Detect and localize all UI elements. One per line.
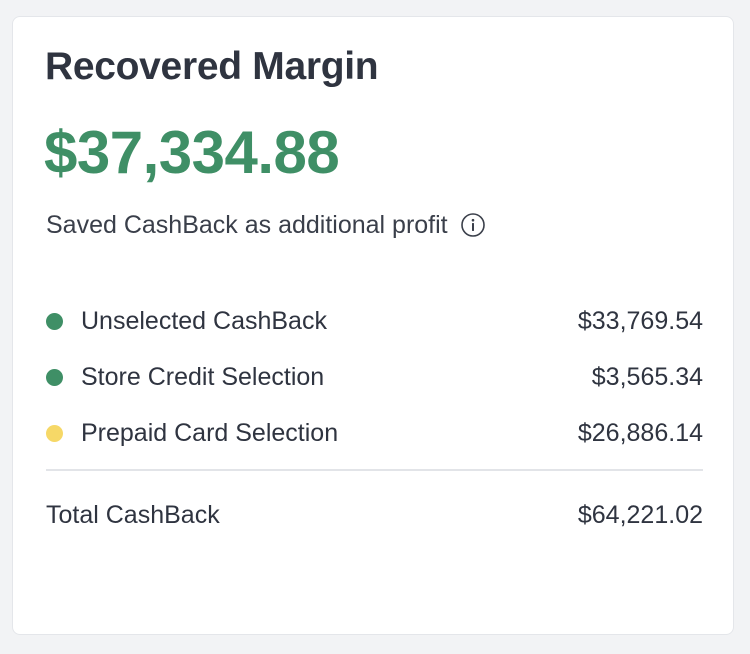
status-dot xyxy=(46,424,63,442)
row-label: Prepaid Card Selection xyxy=(81,418,339,447)
list-item-prepaid-card-selection: Prepaid Card Selection $26,886.14 xyxy=(46,405,703,461)
info-icon[interactable] xyxy=(460,212,486,238)
recovered-margin-amount: $37,334.88 xyxy=(44,119,340,186)
divider xyxy=(46,469,703,471)
status-dot xyxy=(46,312,63,330)
status-dot xyxy=(46,368,63,386)
total-label: Total CashBack xyxy=(46,501,220,529)
row-label: Unselected CashBack xyxy=(81,306,327,335)
subtitle-text: Saved CashBack as additional profit xyxy=(46,211,448,239)
row-value: $3,565.34 xyxy=(591,362,703,391)
total-value: $64,221.02 xyxy=(577,501,703,529)
recovered-margin-card: Recovered Margin $37,334.88 Saved CashBa… xyxy=(12,16,734,635)
list-item-unselected-cashback: Unselected CashBack $33,769.54 xyxy=(46,293,703,349)
cashback-breakdown-list: Unselected CashBack $33,769.54 Store Cre… xyxy=(46,293,703,461)
row-value: $33,769.54 xyxy=(577,306,703,335)
list-item-store-credit-selection: Store Credit Selection $3,565.34 xyxy=(46,349,703,405)
total-cashback-row: Total CashBack $64,221.02 xyxy=(46,495,703,535)
row-label: Store Credit Selection xyxy=(81,362,325,391)
row-value: $26,886.14 xyxy=(577,418,703,447)
card-title: Recovered Margin xyxy=(45,45,379,88)
card-subtitle: Saved CashBack as additional profit xyxy=(46,209,486,241)
